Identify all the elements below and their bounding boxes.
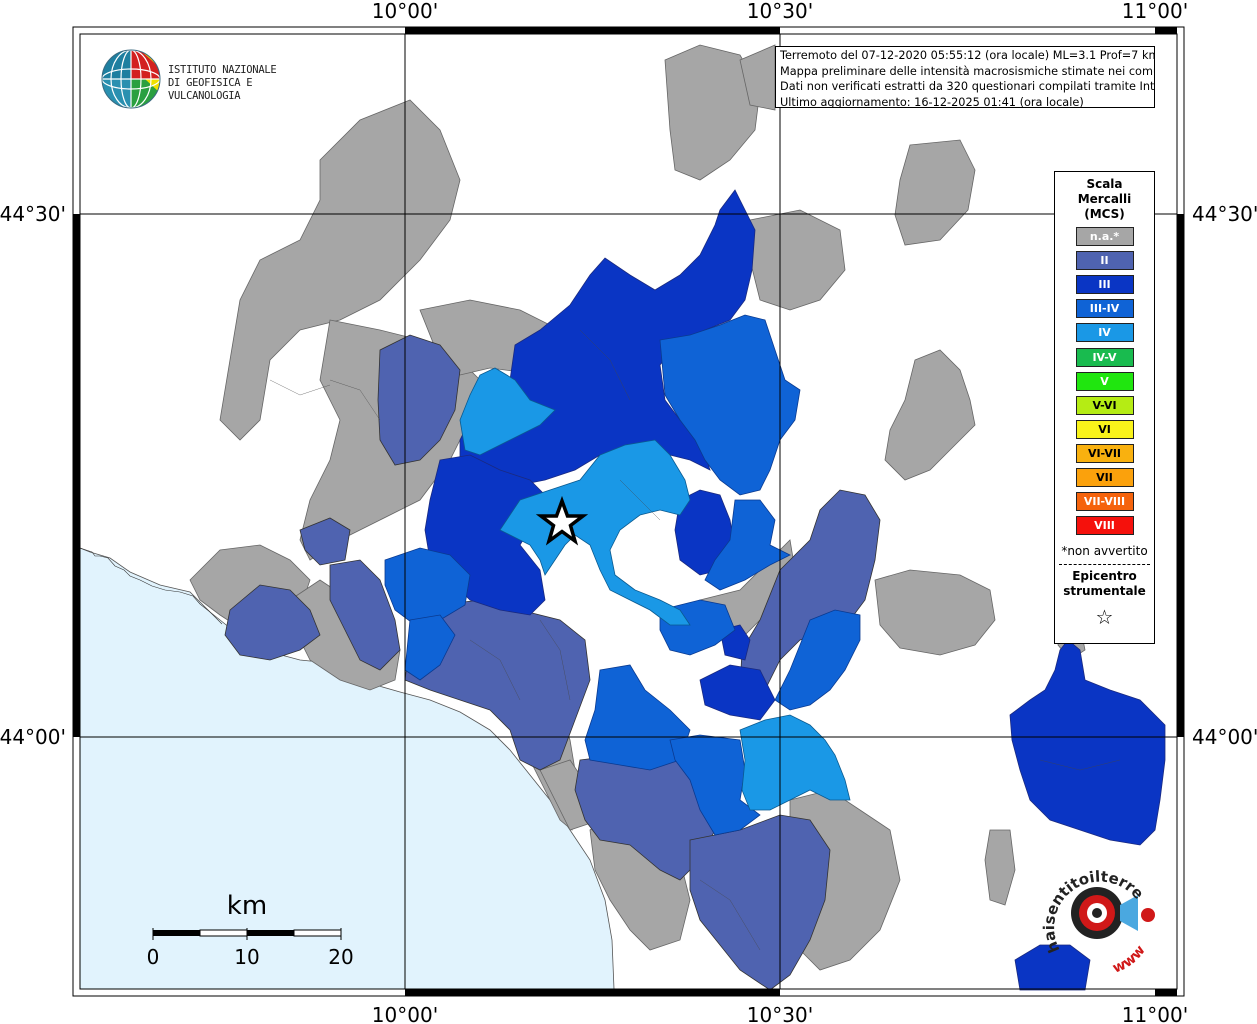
- lon-label-top-3: 11°00': [1122, 0, 1188, 23]
- lat-label-right-1: 44°30': [1192, 202, 1257, 226]
- lon-label-bottom-3: 11°00': [1122, 1003, 1188, 1024]
- lon-label-top-2: 10°30': [747, 0, 813, 23]
- legend-swatch-n-a: n.a.*: [1075, 227, 1134, 247]
- lon-label-bottom-2: 10°30': [747, 1003, 813, 1024]
- info-line-event: Terremoto del 07-12-2020 05:55:12 (ora l…: [780, 49, 1155, 62]
- legend-swatch-iii: III: [1075, 275, 1134, 295]
- institute-name-line1: ISTITUTO NAZIONALE: [168, 64, 277, 76]
- lat-label-left-1: 44°30': [0, 202, 66, 226]
- lat-label-left-2: 44°00': [0, 725, 66, 749]
- legend-swatch-iii-iv: III-IV: [1075, 299, 1134, 319]
- legend-swatch-vii: VII: [1075, 468, 1134, 488]
- legend-items: n.a.* II III III-IV IV IV-V V V-VI VI VI-VII VII VI…: [1055, 227, 1154, 536]
- legend-swatch-vi-vii: VI-VII: [1075, 443, 1134, 463]
- legend-separator: [1059, 564, 1150, 566]
- scale-bar: km 0 10 20: [147, 891, 354, 969]
- sea: [79, 547, 615, 990]
- legend-swatch-v: V: [1075, 371, 1134, 391]
- epicenter-star-icon: [535, 495, 589, 546]
- legend-swatch-viii: VIII: [1075, 516, 1134, 536]
- legend-star-icon: ☆: [1095, 605, 1114, 630]
- earthquake-info-box: Terremoto del 07-12-2020 05:55:12 (ora l…: [775, 46, 1155, 108]
- legend-swatch-v-vi: V-VI: [1075, 395, 1134, 415]
- municipal-boundaries: [269, 329, 1121, 951]
- legend-swatch-ii: II: [1075, 251, 1134, 271]
- legend-swatch-iv-v: IV-V: [1075, 347, 1134, 367]
- lon-label-bottom-1: 10°00': [372, 1003, 438, 1024]
- legend-swatch-iv: IV: [1075, 323, 1134, 343]
- graticule: [80, 34, 1177, 989]
- intensity-III-IV-regions: [384, 314, 861, 836]
- legend-title: Scala Mercalli (MCS): [1077, 177, 1132, 221]
- scale-tick-0: 0: [147, 945, 160, 969]
- scale-unit: km: [227, 891, 267, 921]
- scale-tick-20: 20: [328, 945, 353, 969]
- globe-icon: [101, 49, 161, 109]
- legend-note: *non avvertito: [1061, 544, 1148, 559]
- haisentito-logo: haisentitoilterremoto.it www.: [1040, 855, 1155, 977]
- institute-name-line2: DI GEOFISICA E VULCANOLOGIA: [168, 77, 253, 102]
- map-frame: [72, 26, 1185, 997]
- info-line-updated: Ultimo aggiornamento: 16-12-2025 01:41 (…: [780, 95, 1084, 108]
- legend-swatch-vii-viii: VII-VIII: [1075, 492, 1134, 512]
- legend-swatch-vi: VI: [1075, 419, 1134, 439]
- ingv-logo: ISTITUTO NAZIONALE DI GEOFISICA E VULCAN…: [100, 48, 330, 110]
- lat-label-right-2: 44°00': [1192, 725, 1257, 749]
- legend-epicenter-title: Epicentro strumentale: [1063, 569, 1146, 599]
- lon-label-top-1: 10°00': [372, 0, 438, 23]
- intensity-legend: Scala Mercalli (MCS) n.a.* II III III-IV IV I…: [1054, 171, 1155, 644]
- intensity-IV-regions: [459, 367, 851, 811]
- scale-tick-10: 10: [234, 945, 259, 969]
- info-line-source: Dati non verificati estratti da 320 ques…: [780, 80, 1155, 93]
- coastline-detail: [79, 547, 223, 625]
- info-line-description: Mappa preliminare delle intensità macros…: [780, 64, 1155, 78]
